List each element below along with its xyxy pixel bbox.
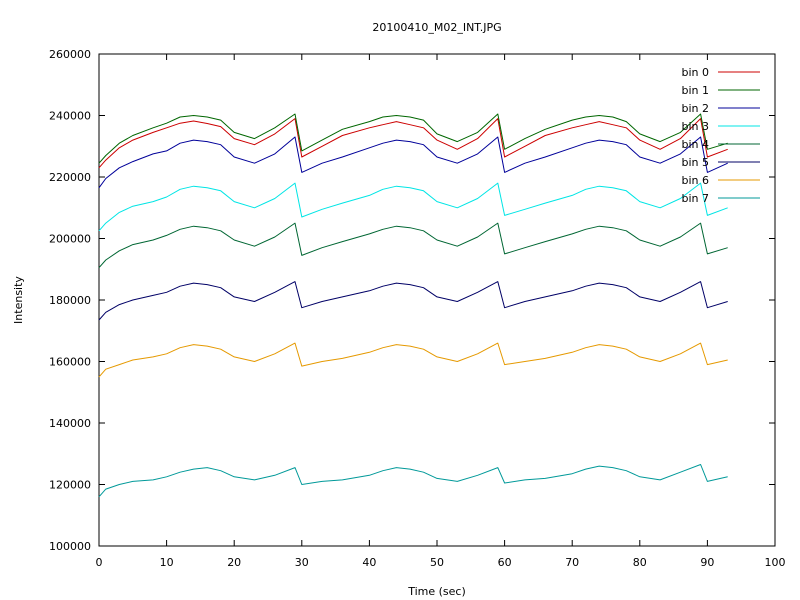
legend-label-bin-4: bin 4 — [681, 138, 709, 151]
axis-ticks: 0 10 20 30 40 50 60 70 80 90 100 100000 120000 140000… — [49, 48, 786, 569]
y-tick-label: 240000 — [49, 110, 91, 123]
series-line-bin-7 — [98, 464, 728, 498]
x-tick-label: 10 — [160, 556, 174, 569]
series-line-bin-2 — [98, 136, 728, 189]
x-tick-label: 20 — [227, 556, 241, 569]
legend-label-bin-1: bin 1 — [681, 84, 709, 97]
x-tick-label: 100 — [765, 556, 786, 569]
x-tick-label: 30 — [295, 556, 309, 569]
legend: bin 0 bin 1 bin 2 bin 3 bin 4 bin 5 bin 6 bin 7 — [681, 66, 760, 205]
series-line-bin-5 — [98, 281, 728, 321]
legend-label-bin-5: bin 5 — [681, 156, 709, 169]
x-tick-label: 90 — [700, 556, 714, 569]
x-tick-label: 40 — [362, 556, 376, 569]
y-tick-label: 120000 — [49, 479, 91, 492]
series-line-bin-6 — [98, 342, 728, 378]
x-tick-label: 50 — [430, 556, 444, 569]
legend-label-bin-0: bin 0 — [681, 66, 709, 79]
y-tick-label: 160000 — [49, 356, 91, 369]
y-tick-label: 140000 — [49, 417, 91, 430]
chart-title: 20100410_M02_INT.JPG — [372, 21, 501, 34]
series-line-bin-0 — [98, 118, 728, 169]
series-line-bin-4 — [98, 222, 728, 269]
legend-label-bin-3: bin 3 — [681, 120, 709, 133]
series-line-bin-3 — [98, 182, 728, 232]
series-layer — [98, 113, 728, 498]
y-tick-label: 220000 — [49, 171, 91, 184]
y-tick-label: 180000 — [49, 294, 91, 307]
y-axis-label: Intensity — [12, 276, 25, 324]
series-line-bin-1 — [98, 113, 728, 164]
plot-area-frame — [98, 53, 776, 547]
legend-label-bin-7: bin 7 — [681, 192, 709, 205]
y-tick-label: 100000 — [49, 540, 91, 553]
x-tick-label: 80 — [633, 556, 647, 569]
x-tick-label: 0 — [96, 556, 103, 569]
x-axis-label: Time (sec) — [407, 585, 466, 598]
x-tick-label: 60 — [498, 556, 512, 569]
y-tick-label: 200000 — [49, 233, 91, 246]
legend-label-bin-6: bin 6 — [681, 174, 709, 187]
y-tick-label: 260000 — [49, 48, 91, 61]
legend-label-bin-2: bin 2 — [681, 102, 709, 115]
x-tick-label: 70 — [565, 556, 579, 569]
